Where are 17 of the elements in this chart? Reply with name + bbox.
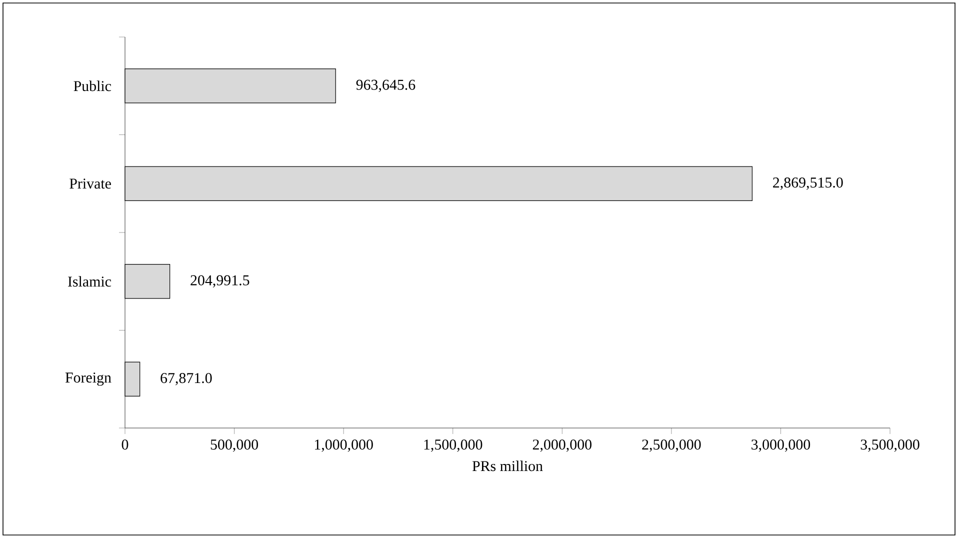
- x-tick-label: 3,500,000: [860, 440, 920, 452]
- x-axis-title: PRs million: [472, 460, 543, 472]
- y-tick-label: Islamic: [68, 276, 112, 287]
- x-tick-label: 1,500,000: [424, 440, 482, 452]
- x-tick-label: 1,000,000: [315, 440, 373, 452]
- y-tick-label: Public: [74, 80, 112, 92]
- x-tick-label: 2,500,000: [642, 440, 701, 452]
- x-tick-label: 500,000: [210, 440, 258, 452]
- data-label: 204,991.5: [190, 275, 250, 288]
- x-tick-label: 2,000,000: [532, 440, 592, 452]
- x-tick-label: 3,000,000: [752, 440, 810, 452]
- data-label: 2,869,515.0: [773, 178, 843, 190]
- y-tick-label: Private: [70, 178, 111, 189]
- y-tick-label: Foreign: [65, 372, 112, 386]
- data-label: 963,645.6: [356, 80, 416, 92]
- x-tick-label: 0: [122, 440, 128, 450]
- data-label: 67,871.0: [160, 373, 212, 386]
